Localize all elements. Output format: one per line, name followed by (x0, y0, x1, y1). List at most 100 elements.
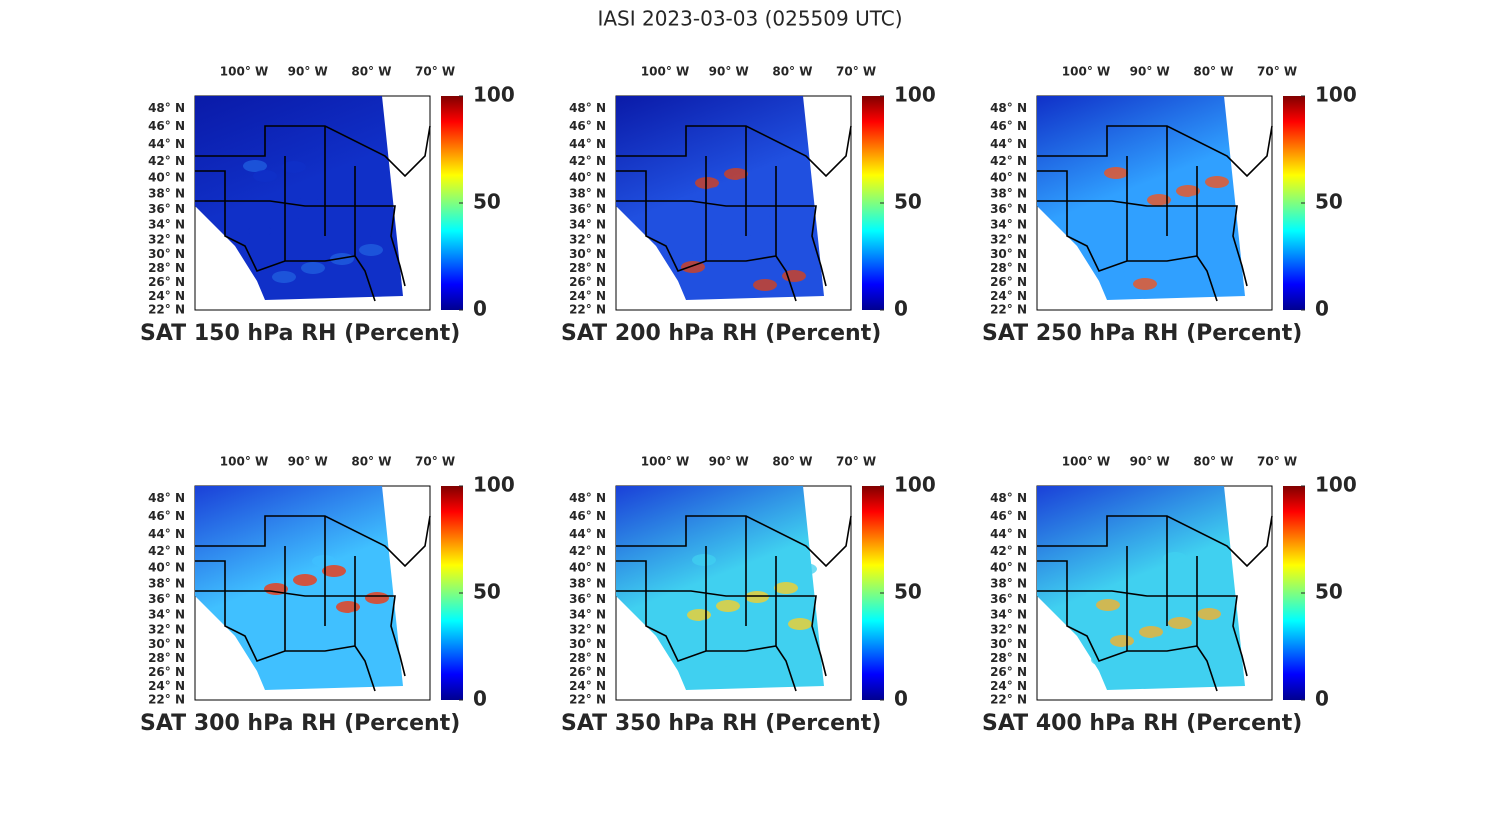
panel-title: SAT 350 hPa RH (Percent) (561, 711, 881, 736)
lat-tick-label: 48° N (569, 491, 606, 505)
humid-patch (1163, 552, 1187, 564)
lon-tick-label: 90° W (288, 65, 328, 79)
humid-patch (243, 160, 267, 172)
humid-patch (1186, 195, 1210, 207)
lat-tick-label: 32° N (569, 622, 606, 636)
lat-tick-label: 36° N (569, 202, 606, 216)
lon-tick-label: 70° W (836, 65, 876, 79)
coastline (195, 125, 431, 302)
humid-patch (341, 666, 365, 678)
humid-patch (1210, 241, 1234, 253)
colorbar (1283, 96, 1305, 310)
lon-tick-label: 90° W (288, 455, 328, 469)
humid-patch (288, 629, 312, 641)
lat-tick-label: 48° N (148, 491, 185, 505)
humid-patch (322, 565, 346, 577)
humid-patch (354, 179, 378, 191)
coastline (616, 515, 852, 692)
colorbar-tick-label: 50 (473, 580, 501, 604)
lat-tick-label: 34° N (148, 217, 185, 231)
humid-patch (325, 188, 349, 200)
colorbar-tick-label: 50 (1315, 190, 1343, 214)
humid-patch (1157, 204, 1181, 216)
humid-patch (729, 233, 753, 245)
humid-patch (1086, 589, 1110, 601)
colorbar-tick-label: 50 (894, 580, 922, 604)
lat-tick-label: 38° N (148, 186, 185, 200)
map-panel: 48° N 46° N 44° N 42° N 40° N 38° N 36° N34° N… (561, 65, 936, 347)
lon-tick-label: 80° W (772, 455, 812, 469)
lat-tick-label: 38° N (148, 576, 185, 590)
humid-patch (330, 253, 354, 265)
colorbar-tick-label: 50 (1315, 580, 1343, 604)
lat-tick-label: 28° N (148, 261, 185, 275)
lat-tick-label: 22° N (569, 693, 606, 707)
humid-patch (1205, 176, 1229, 188)
lat-tick-label: 32° N (990, 232, 1027, 246)
coastline (1037, 125, 1273, 302)
map-panel: 48° N 46° N 44° N 42° N 40° N 38° N 36° N34° N… (140, 455, 515, 737)
lat-tick-label: 44° N (148, 527, 185, 541)
lat-tick-label: 30° N (990, 637, 1027, 651)
lat-tick-label: 38° N (569, 576, 606, 590)
colorbar (862, 486, 884, 700)
humid-patch (1192, 663, 1216, 675)
lat-tick-label: 34° N (569, 217, 606, 231)
humid-patch (1176, 185, 1200, 197)
colorbar-tick-label: 0 (473, 687, 487, 711)
lat-tick-label: 42° N (569, 154, 606, 168)
lat-tick-label: 22° N (148, 693, 185, 707)
colorbar-tick-label: 0 (894, 687, 908, 711)
humid-patch (1123, 268, 1147, 280)
lat-tick-label: 46° N (569, 119, 606, 133)
coastline (195, 515, 431, 692)
lat-tick-label: 46° N (148, 509, 185, 523)
humid-patch (1200, 231, 1224, 243)
colorbar-tick-label: 0 (1315, 687, 1329, 711)
colorbar-tick-label: 0 (1315, 297, 1329, 321)
lat-tick-label: 34° N (569, 607, 606, 621)
lon-tick-label: 70° W (1257, 65, 1297, 79)
humid-patch (695, 177, 719, 189)
humid-patch (774, 582, 798, 594)
lon-tick-label: 80° W (351, 455, 391, 469)
lon-tick-label: 100° W (641, 65, 689, 79)
lon-tick-label: 100° W (220, 455, 268, 469)
lat-tick-label: 42° N (990, 154, 1027, 168)
humid-patch (336, 601, 360, 613)
lat-tick-label: 28° N (569, 651, 606, 665)
lat-tick-label: 46° N (148, 119, 185, 133)
lat-tick-label: 24° N (569, 679, 606, 693)
lat-tick-label: 22° N (990, 693, 1027, 707)
humid-patch (793, 563, 817, 575)
humid-patch (245, 602, 269, 614)
humid-patch (248, 225, 272, 237)
humid-patch (1096, 599, 1120, 611)
lat-tick-label: 38° N (990, 186, 1027, 200)
humid-patch (293, 574, 317, 586)
lat-tick-label: 30° N (569, 637, 606, 651)
lat-tick-label: 28° N (148, 651, 185, 665)
colorbar-tick-label: 50 (894, 190, 922, 214)
lat-tick-label: 22° N (148, 303, 185, 317)
humid-patch (1128, 213, 1152, 225)
lon-tick-label: 70° W (836, 455, 876, 469)
lat-tick-label: 28° N (990, 651, 1027, 665)
lat-tick-label: 40° N (569, 170, 606, 184)
lat-tick-label: 32° N (148, 622, 185, 636)
lat-tick-label: 44° N (990, 137, 1027, 151)
lat-tick-label: 24° N (148, 289, 185, 303)
lat-tick-label: 24° N (990, 679, 1027, 693)
lat-tick-label: 24° N (148, 679, 185, 693)
humid-patch (700, 242, 724, 254)
lat-tick-label: 32° N (990, 622, 1027, 636)
lat-tick-label: 42° N (148, 154, 185, 168)
lat-tick-label: 42° N (148, 544, 185, 558)
colorbar-tick-label: 50 (473, 190, 501, 214)
humid-patch (1139, 626, 1163, 638)
humid-patch (1173, 562, 1197, 574)
lon-tick-label: 80° W (1193, 65, 1233, 79)
humid-patch (716, 600, 740, 612)
humid-patch (365, 592, 389, 604)
humid-patch (1133, 278, 1157, 290)
